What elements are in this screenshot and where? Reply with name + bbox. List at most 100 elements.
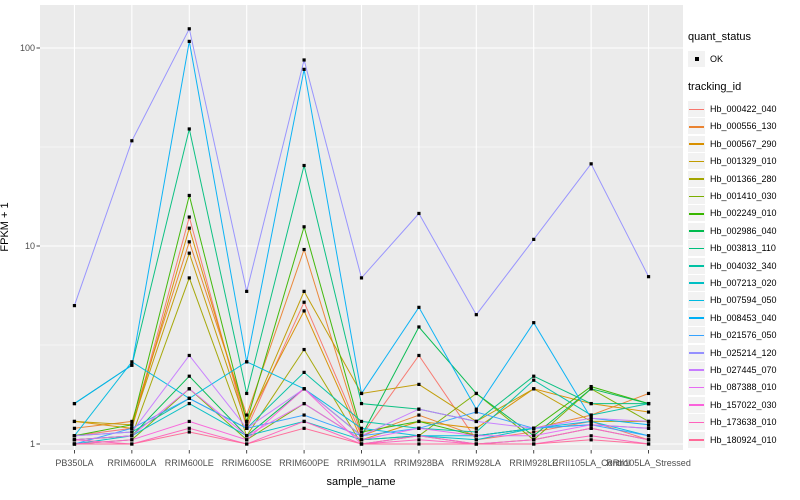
series-line-icon	[688, 414, 705, 431]
data-point	[130, 139, 134, 143]
data-point	[359, 391, 364, 396]
series-line-icon	[688, 188, 705, 205]
data-point	[187, 387, 191, 391]
data-point	[302, 67, 306, 71]
x-tick-label: RRII105LA_Control	[552, 458, 631, 468]
data-point	[589, 438, 593, 442]
data-point	[302, 309, 306, 313]
legend-item-Hb_021576_050: Hb_021576_050	[688, 326, 798, 344]
legend-label: Hb_007213_020	[710, 277, 777, 288]
data-point	[130, 419, 134, 424]
data-point	[589, 416, 593, 420]
legend-item-Hb_027445_070: Hb_027445_070	[688, 361, 798, 378]
data-point	[417, 438, 421, 442]
x-tick-label: RRIM600LA	[107, 458, 157, 468]
data-point	[532, 237, 536, 241]
data-point	[245, 434, 249, 438]
data-point	[359, 419, 364, 424]
legend-item-ok: OK	[688, 50, 798, 67]
legend-label: Hb_173638_010	[710, 417, 777, 428]
data-point	[187, 401, 191, 406]
series-line-icon	[688, 135, 705, 152]
y-axis-title: FPKM + 1	[0, 202, 11, 252]
data-point	[72, 426, 77, 430]
data-point	[72, 304, 77, 308]
data-point	[646, 410, 651, 414]
legend-item-Hb_157022_030: Hb_157022_030	[688, 396, 798, 413]
data-point	[302, 426, 306, 430]
data-point	[302, 289, 306, 293]
legend-item-Hb_000422_040: Hb_000422_040	[688, 100, 798, 118]
data-point	[417, 419, 421, 424]
data-point	[187, 193, 191, 198]
data-point	[245, 426, 249, 430]
data-point	[72, 434, 77, 438]
legend-label: Hb_180924_010	[710, 434, 777, 445]
data-point	[417, 426, 421, 430]
legend-item-Hb_087388_010: Hb_087388_010	[688, 379, 798, 396]
series-line-icon	[688, 361, 705, 378]
data-point	[187, 27, 191, 31]
data-point	[187, 276, 191, 280]
data-point	[417, 407, 421, 411]
data-point	[302, 419, 306, 424]
data-point	[646, 423, 651, 427]
data-point	[474, 419, 478, 424]
legend-item-Hb_007594_050: Hb_007594_050	[688, 292, 798, 309]
data-point	[302, 401, 306, 406]
data-point	[474, 434, 478, 438]
y-tick-label: 10	[24, 241, 35, 251]
data-point	[532, 321, 536, 325]
legend-item-Hb_180924_010: Hb_180924_010	[688, 431, 798, 448]
data-point	[130, 426, 134, 430]
data-point	[532, 438, 536, 442]
data-point	[130, 363, 134, 367]
data-point	[589, 387, 593, 391]
data-point	[532, 434, 536, 438]
x-tick-label: RRIM928LE	[509, 458, 559, 468]
series-line-icon	[688, 222, 705, 239]
data-point	[589, 419, 593, 424]
data-point	[359, 434, 364, 438]
data-point	[589, 434, 593, 438]
data-point	[646, 434, 651, 438]
data-point	[245, 442, 249, 446]
data-point	[474, 410, 478, 414]
data-point	[72, 438, 77, 442]
data-point	[589, 384, 593, 389]
legend-title-quant-status: quant_status	[688, 31, 751, 43]
data-point	[532, 374, 536, 378]
data-point	[646, 419, 651, 424]
y-tick-label: 1	[29, 439, 35, 449]
legend-item-Hb_008453_040: Hb_008453_040	[688, 309, 798, 326]
data-point	[187, 215, 191, 219]
data-point	[245, 423, 249, 427]
data-point	[302, 370, 306, 374]
legend-label: Hb_007594_050	[710, 295, 777, 306]
series-line-icon	[688, 101, 705, 118]
data-point	[474, 430, 478, 434]
data-point	[359, 401, 364, 406]
legend-item-Hb_000556_130: Hb_000556_130	[688, 118, 798, 135]
data-point	[359, 442, 364, 446]
data-point	[187, 430, 191, 434]
legend-item-Hb_001329_010: Hb_001329_010	[688, 153, 798, 170]
data-point	[187, 240, 191, 244]
data-point	[130, 360, 134, 364]
legend-item-Hb_000567_290: Hb_000567_290	[688, 135, 798, 152]
data-point	[187, 127, 191, 131]
data-point	[187, 396, 191, 400]
x-tick-label: RRIM600SE	[221, 458, 272, 468]
series-line-icon	[688, 431, 705, 448]
x-tick-label: RRIM901LA	[336, 458, 387, 468]
data-point	[417, 413, 421, 417]
data-point	[417, 382, 421, 386]
legend-label: Hb_001410_030	[710, 191, 777, 202]
data-point	[474, 407, 478, 411]
legend-item-Hb_004032_340: Hb_004032_340	[688, 257, 798, 274]
data-point	[359, 276, 364, 280]
series-line-icon	[688, 344, 705, 361]
series-line-icon	[688, 153, 705, 170]
series-line-icon	[688, 274, 705, 291]
